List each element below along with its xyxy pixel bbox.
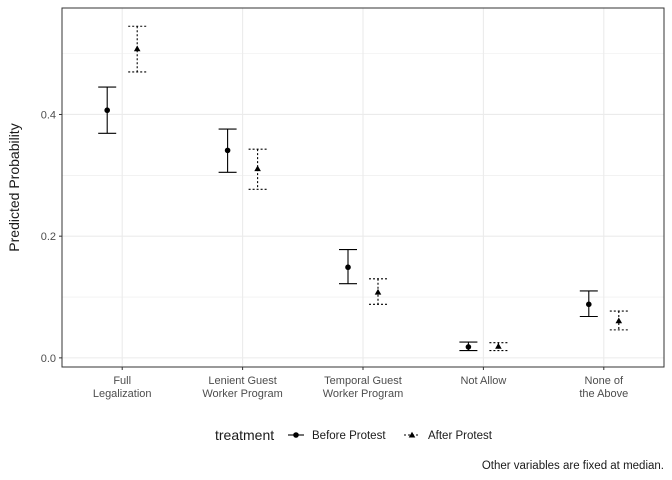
x-tick-label-line: Worker Program (202, 388, 282, 400)
point-after-protest (615, 317, 623, 324)
x-tick-label-line: None of (585, 375, 624, 387)
x-tick-label-line: Not Allow (460, 375, 506, 387)
x-tick-label-line: Worker Program (323, 388, 403, 400)
x-tick-label: None of the Above (579, 375, 628, 400)
point-after-protest (133, 45, 141, 52)
x-tick-label: Not Allow (460, 375, 506, 387)
legend-key-after-protest-marker (408, 431, 416, 438)
point-after-protest (495, 343, 502, 349)
grid-lines (62, 8, 664, 367)
caption: Other variables are fixed at median. (482, 460, 664, 472)
point-before-protest (104, 107, 110, 114)
legend-key-before-protest-marker (293, 432, 299, 438)
y-tick-label: 0.2 (41, 231, 56, 243)
x-tick-label: Lenient Guest Worker Program (202, 375, 282, 400)
data-marks (98, 25, 628, 352)
legend-label-after-protest: After Protest (428, 430, 493, 442)
y-tick-label: 0.4 (41, 109, 56, 121)
point-after-protest (374, 288, 382, 295)
point-before-protest (586, 301, 592, 308)
x-tick-label: Temporal Guest Worker Program (323, 375, 403, 400)
legend-title: treatment (215, 427, 274, 443)
point-after-protest (254, 165, 261, 172)
point-before-protest (224, 147, 231, 154)
point-before-protest (345, 264, 351, 271)
legend-label-before-protest: Before Protest (312, 430, 386, 442)
point-before-protest (465, 344, 472, 350)
x-tick-label-line: the Above (579, 388, 628, 400)
y-axis-title: Predicted Probability (6, 123, 22, 251)
legend: treatment Before Protest After Protest (215, 427, 493, 443)
x-tick-label-line: Temporal Guest (324, 375, 402, 387)
x-tick-label-line: Legalization (93, 388, 152, 400)
x-tick-label-line: Full (113, 375, 131, 387)
x-tick-label: Full Legalization (93, 375, 152, 400)
y-tick-label: 0.0 (41, 353, 56, 365)
x-tick-label-line: Lenient Guest (208, 375, 277, 387)
